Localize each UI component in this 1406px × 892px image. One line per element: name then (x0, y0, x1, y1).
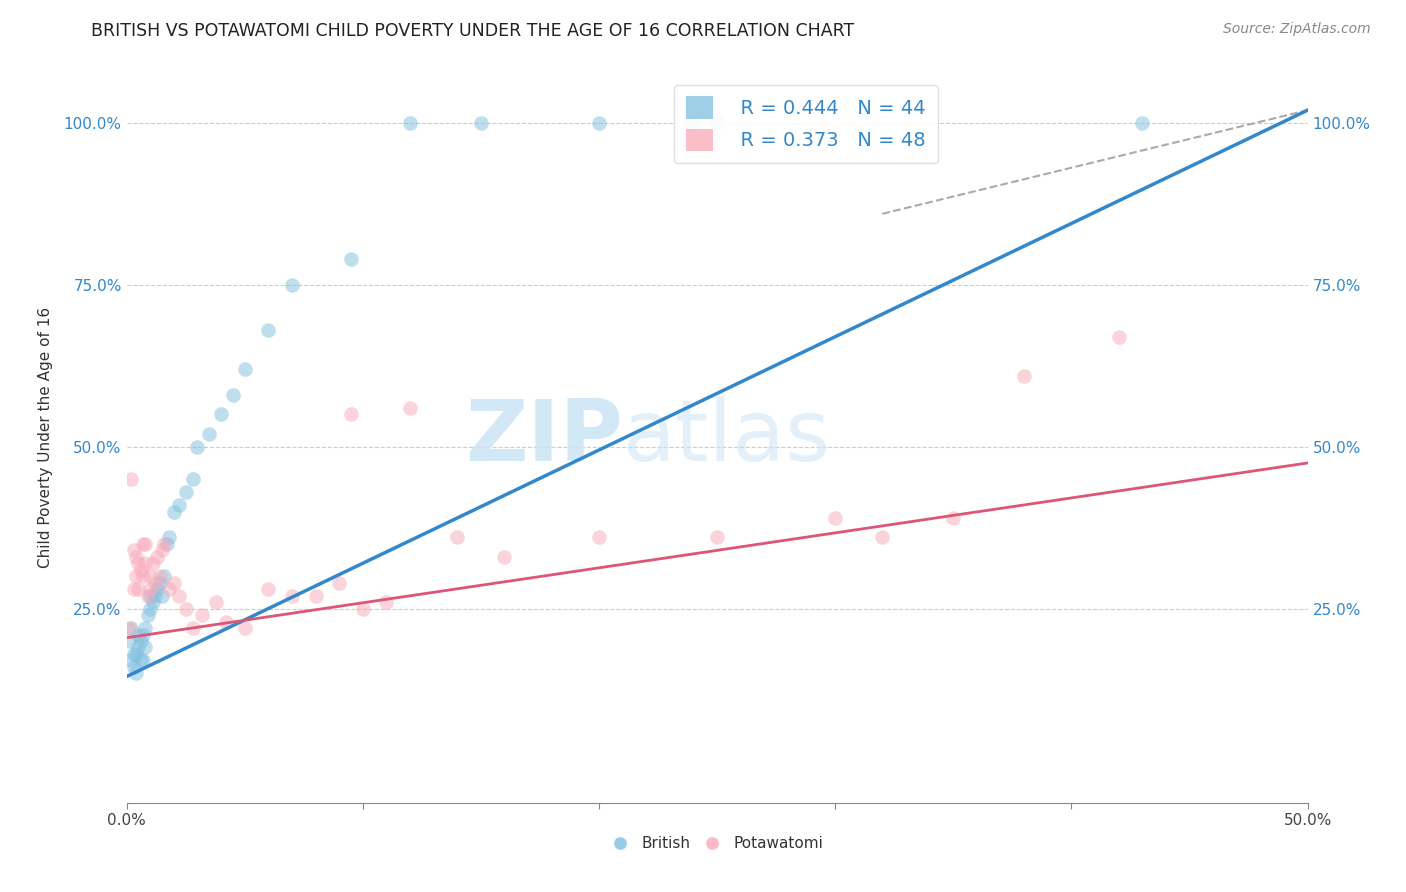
Point (191, 608, 214, 623)
Point (222, 388, 245, 402)
Point (186, 440, 208, 454)
Point (149, 569, 172, 583)
Point (682, 116, 704, 130)
Point (118, 634, 141, 648)
Point (352, 601, 374, 615)
Point (143, 575, 166, 590)
Point (494, 549, 516, 564)
Point (470, 116, 492, 130)
Point (257, 323, 280, 337)
Point (157, 582, 180, 597)
Point (143, 589, 166, 603)
Point (706, 530, 728, 544)
Point (706, 116, 728, 130)
Point (139, 569, 162, 583)
Y-axis label: Child Poverty Under the Age of 16: Child Poverty Under the Age of 16 (38, 307, 52, 567)
Point (129, 634, 152, 648)
Point (127, 557, 149, 571)
Point (328, 575, 350, 590)
Point (446, 530, 468, 544)
Point (340, 408, 363, 422)
Point (139, 582, 162, 597)
Point (122, 647, 145, 661)
Point (118, 621, 141, 635)
Point (163, 575, 186, 590)
Point (167, 498, 190, 512)
Point (134, 557, 156, 571)
Point (125, 569, 148, 583)
Point (281, 277, 304, 292)
Point (872, 530, 894, 544)
Point (304, 589, 326, 603)
Point (942, 511, 965, 525)
Point (588, 530, 610, 544)
Point (399, 116, 422, 130)
Point (141, 595, 163, 609)
Text: ZIP: ZIP (465, 395, 623, 479)
Point (127, 627, 149, 641)
Text: Source: ZipAtlas.com: Source: ZipAtlas.com (1223, 22, 1371, 37)
Point (129, 653, 152, 667)
Point (215, 615, 238, 629)
Point (141, 557, 163, 571)
Point (375, 595, 398, 609)
Text: atlas: atlas (623, 395, 831, 479)
Point (125, 647, 148, 661)
Point (134, 537, 156, 551)
Point (127, 582, 149, 597)
Point (132, 653, 155, 667)
Point (150, 543, 173, 558)
Point (122, 543, 145, 558)
Point (824, 511, 846, 525)
Point (153, 537, 176, 551)
Point (125, 549, 148, 564)
Point (174, 601, 197, 615)
Point (127, 640, 149, 655)
Point (181, 621, 204, 635)
Point (129, 563, 152, 577)
Legend: British, Potawatomi: British, Potawatomi (605, 830, 830, 857)
Point (120, 472, 142, 486)
Point (157, 530, 180, 544)
Point (122, 582, 145, 597)
Point (257, 582, 280, 597)
Point (163, 504, 186, 518)
Point (399, 401, 422, 415)
Point (132, 569, 155, 583)
Point (174, 485, 197, 500)
Point (198, 426, 221, 441)
Point (139, 589, 162, 603)
Point (134, 621, 156, 635)
Point (122, 660, 145, 674)
Point (134, 640, 156, 655)
Point (1012, 368, 1035, 383)
Point (136, 608, 159, 623)
Point (281, 589, 304, 603)
Point (1130, 116, 1153, 130)
Point (146, 582, 169, 597)
Text: BRITISH VS POTAWATOMI CHILD POVERTY UNDER THE AGE OF 16 CORRELATION CHART: BRITISH VS POTAWATOMI CHILD POVERTY UNDE… (91, 22, 855, 40)
Point (120, 653, 142, 667)
Point (209, 408, 232, 422)
Point (132, 537, 155, 551)
Point (153, 569, 176, 583)
Point (167, 589, 190, 603)
Point (233, 362, 256, 376)
Point (132, 627, 155, 641)
Point (1108, 330, 1130, 344)
Point (205, 595, 228, 609)
Point (125, 666, 148, 681)
Point (150, 589, 173, 603)
Point (233, 621, 256, 635)
Point (146, 549, 169, 564)
Point (120, 621, 142, 635)
Point (588, 116, 610, 130)
Point (149, 575, 172, 590)
Point (181, 472, 204, 486)
Point (156, 537, 179, 551)
Point (340, 252, 363, 266)
Point (136, 589, 159, 603)
Point (139, 601, 162, 615)
